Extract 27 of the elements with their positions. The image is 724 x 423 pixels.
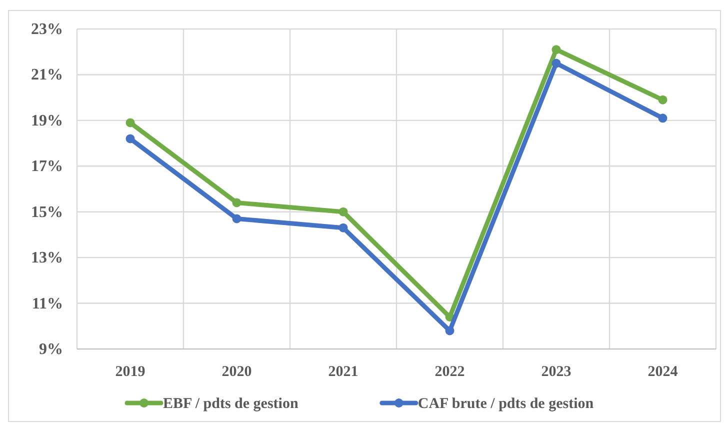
point [658,114,668,123]
y-tick-label: 15% [31,204,63,221]
point [552,45,561,54]
y-tick-label: 11% [32,295,63,312]
point [126,118,135,128]
point [338,223,348,232]
point [658,95,668,104]
x-tick-label: 2021 [328,364,358,380]
point [232,198,242,208]
legend-label: EBF / pdts de gestion [163,396,299,412]
point [552,58,561,68]
y-tick-label: 13% [31,250,63,267]
point [445,326,454,336]
y-tick-label: 21% [31,66,63,84]
point [338,207,348,216]
y-tick-label: 23% [31,21,63,38]
point [126,134,135,144]
y-tick-label: 9% [39,341,63,358]
x-tick-label: 2024 [648,364,678,380]
x-tick-label: 2023 [541,364,572,380]
y-tick-label: 19% [31,112,63,130]
x-tick-label: 2020 [222,364,252,380]
y-tick-label: 17% [31,158,63,176]
x-tick-label: 2019 [115,364,146,380]
point [232,214,242,224]
x-tick-label: 2022 [434,364,465,380]
legend-label: CAF brute / pdts de gestion [418,396,594,412]
